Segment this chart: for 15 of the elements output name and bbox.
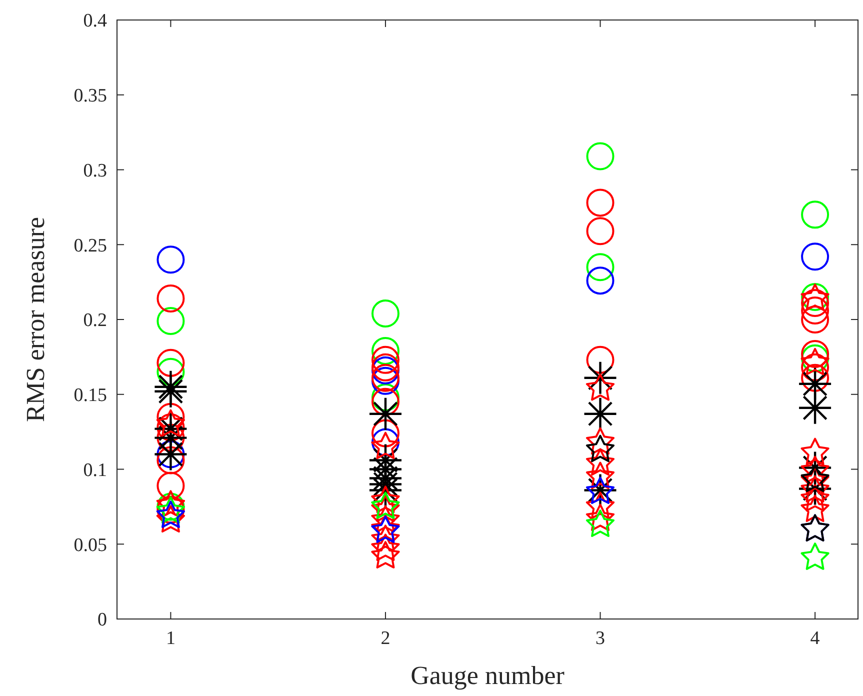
y-tick-label: 0.25 xyxy=(74,235,107,256)
y-tick-label: 0.15 xyxy=(74,385,107,406)
y-tick-label: 0.05 xyxy=(74,534,107,556)
y-tick-label: 0.3 xyxy=(83,160,107,182)
x-tick-label: 4 xyxy=(810,628,820,649)
y-tick-label: 0.35 xyxy=(74,86,107,107)
x-tick-label: 2 xyxy=(380,628,390,649)
y-tick-label: 0.4 xyxy=(83,10,108,32)
x-axis-title: Gauge number xyxy=(410,661,565,690)
x-tick-label: 3 xyxy=(596,628,606,649)
y-tick-label: 0 xyxy=(98,610,107,631)
y-tick-label: 0.2 xyxy=(83,310,107,332)
y-tick-label: 0.1 xyxy=(83,460,107,481)
x-tick-label: 1 xyxy=(166,628,176,649)
y-axis-title: RMS error measure xyxy=(21,216,50,422)
